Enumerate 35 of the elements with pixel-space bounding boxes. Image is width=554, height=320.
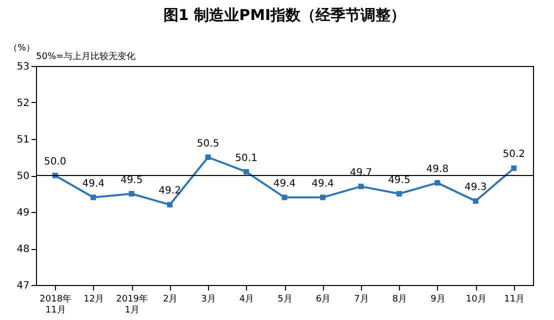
- data-label: 49.2: [158, 186, 181, 197]
- data-label: 49.5: [120, 174, 143, 186]
- text: 50%=与上月比较无变化: [36, 51, 136, 62]
- x-tick-label: 5月: [278, 294, 292, 304]
- x-tick-label: 3月: [201, 294, 216, 304]
- y-tick-label: 50: [16, 171, 30, 182]
- data-label: 50.2: [502, 149, 526, 160]
- y-tick-label: 52: [16, 98, 30, 109]
- data-label: 50.5: [196, 138, 220, 150]
- data-label: 49.4: [82, 178, 104, 190]
- chart-title: 图1 制造业PMI指数（经季节调整）: [163, 6, 406, 24]
- data-label: 49.8: [426, 164, 449, 175]
- x-tick-label: 10月: [466, 294, 486, 304]
- y-tick-label: 47: [16, 280, 30, 292]
- data-label: 50.1: [235, 152, 258, 164]
- y-tick-label: 48: [16, 244, 30, 255]
- data-label: 50.0: [44, 156, 66, 168]
- y-tick-label: 53: [16, 62, 30, 72]
- x-tick-label: 2019年 1月: [116, 294, 148, 316]
- x-tick-label: 9月: [430, 294, 446, 304]
- data-label: 49.4: [312, 178, 334, 190]
- data-label: 49.3: [464, 182, 487, 194]
- data-label: 49.4: [273, 178, 296, 190]
- y-tick-label: 51: [16, 134, 30, 146]
- x-tick-label: 8月: [392, 294, 408, 304]
- x-tick-label: 12月: [84, 294, 104, 304]
- data-label: 49.5: [388, 174, 410, 186]
- x-tick-label: 2018年 11月: [40, 294, 72, 316]
- x-tick-label: 6月: [316, 294, 331, 304]
- x-tick-label: 4月: [239, 294, 254, 304]
- x-tick-label: 7月: [354, 294, 369, 304]
- x-tick-label: 2月: [162, 294, 178, 304]
- x-tick-label: 11月: [504, 294, 525, 304]
- y-tick-label: 49: [16, 208, 30, 218]
- y-axis-title: （%）: [8, 44, 36, 54]
